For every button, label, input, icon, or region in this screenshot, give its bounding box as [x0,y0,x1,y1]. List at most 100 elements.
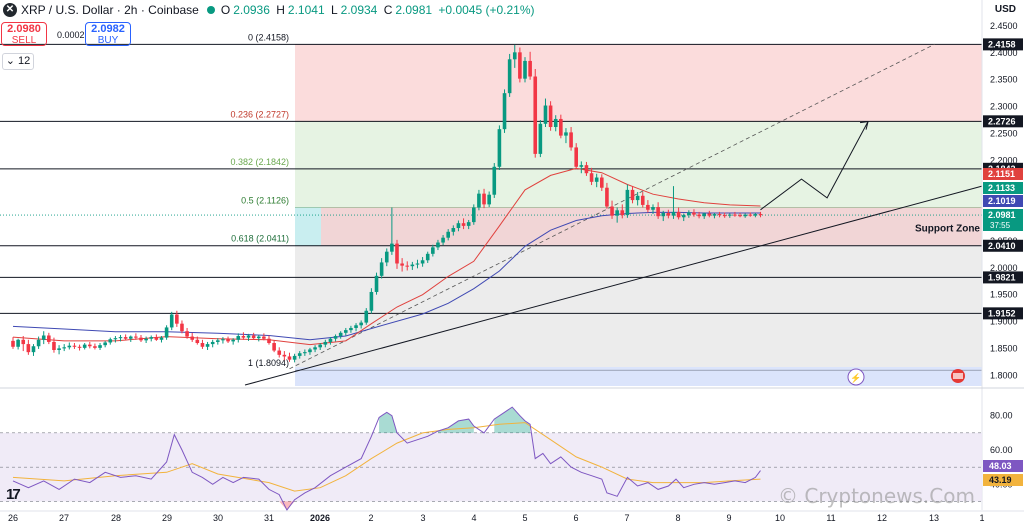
buy-button[interactable]: 2.0982 BUY [85,22,131,46]
time-tick-0: 26 [8,513,18,523]
candle-body-7 [47,335,51,342]
price-axis-bg [982,0,1024,524]
symbol-header: ✕ XRP / U.S. Dollar · 2h · Coinbase O 2.0… [0,0,538,20]
time-tick-2: 28 [111,513,121,523]
candle-body-70 [369,291,374,311]
candle-body-87 [456,223,461,229]
rsi-badge-text-0: 48.03 [989,461,1012,471]
price-tick-13: 1.8000 [990,370,1018,380]
candle-body-33 [180,323,184,332]
candle-body-3 [26,344,31,353]
candle-body-63 [333,336,338,339]
candle-body-94 [492,166,497,195]
symbol-title[interactable]: XRP / U.S. Dollar · 2h · Coinbase [21,3,199,17]
candle-body-36 [195,339,200,344]
candle-body-123 [640,195,645,205]
candle-body-115 [600,177,604,188]
fib-band-blue [295,367,982,386]
candle-body-15 [88,344,92,347]
tradingview-logo-icon[interactable]: 17 [6,486,21,503]
candle-body-118 [615,210,619,216]
candle-body-43 [231,339,235,342]
fib-label-4: 0.618 (2.0411) [231,234,289,244]
candle-body-46 [246,335,251,338]
price-badge-text-2: 2.1019 [988,196,1016,206]
candle-body-50 [267,338,271,344]
time-tick-15: 10 [775,513,785,523]
candle-body-72 [379,262,384,276]
time-tick-11: 6 [573,513,578,523]
sell-button[interactable]: 2.0980 SELL [1,22,47,46]
indicator-count-toggle[interactable]: ⌄ 12 [2,53,34,70]
candle-body-125 [651,207,655,210]
candle-body-112 [584,165,589,174]
price-tick-9: 2.0000 [990,263,1018,273]
candle-body-29 [159,337,164,340]
level-badge-4 [983,271,1023,284]
candle-body-104 [543,105,548,124]
price-badge-0 [983,168,1023,180]
candle-body-105 [548,105,553,128]
candle-body-28 [154,337,159,340]
ohlc-values: O 2.0936 H 2.1041 L 2.0934 C 2.0981 +0.0045 … [221,3,538,17]
candle-body-122 [635,195,640,201]
candle-body-26 [144,338,148,341]
candle-body-66 [349,327,353,331]
level-badge-text-4: 1.9821 [988,272,1016,282]
candle-body-56 [297,353,302,356]
candle-body-11 [67,345,72,348]
candle-body-145 [753,214,758,216]
time-tick-13: 8 [675,513,680,523]
candle-body-142 [738,215,742,217]
candle-body-139 [722,215,727,217]
candle-body-45 [241,336,246,338]
candle-body-34 [185,331,189,337]
candle-body-60 [318,344,322,348]
fib-band-1 [295,121,982,208]
currency-label[interactable]: USD [994,4,1016,15]
time-tick-5: 31 [264,513,274,523]
candle-body-119 [620,210,625,216]
candles-group [11,44,763,363]
candle-body-68 [359,322,363,326]
candle-body-78 [410,264,415,267]
time-tick-19: 1 [979,513,984,523]
candle-body-32 [175,314,179,324]
candle-body-73 [384,251,389,263]
candle-body-4 [31,346,36,353]
candle-body-52 [277,350,282,355]
candle-body-91 [477,193,481,208]
candle-body-31 [169,314,174,328]
event-icon [847,368,865,386]
price-badge-2 [983,195,1023,207]
rsi-overbought-fill-1 [437,419,474,433]
projection-path [760,121,869,211]
candle-body-13 [77,346,82,348]
level-badge-3 [983,239,1023,252]
price-badge-1 [983,182,1023,194]
candle-body-18 [103,342,107,346]
indicator-count: 12 [18,55,31,67]
candle-body-89 [466,222,471,226]
candle-body-24 [134,336,138,338]
candle-body-108 [564,132,568,136]
low-label: L [330,3,338,17]
price-tick-2: 2.3500 [990,75,1018,85]
candle-body-12 [72,345,77,347]
price-tick-5: 2.2000 [990,155,1018,165]
candle-body-44 [236,336,241,340]
candle-body-58 [308,349,312,353]
candle-body-129 [671,211,676,216]
candle-body-107 [559,118,563,136]
candle-body-90 [472,207,476,223]
candle-body-25 [139,337,143,341]
candle-body-62 [328,338,333,342]
candle-body-114 [594,177,599,182]
time-tick-7: 2 [368,513,373,523]
projection-arrow-icon [859,121,869,130]
candle-body-134 [697,214,701,217]
candle-body-130 [676,211,681,218]
market-open-icon [206,6,215,14]
